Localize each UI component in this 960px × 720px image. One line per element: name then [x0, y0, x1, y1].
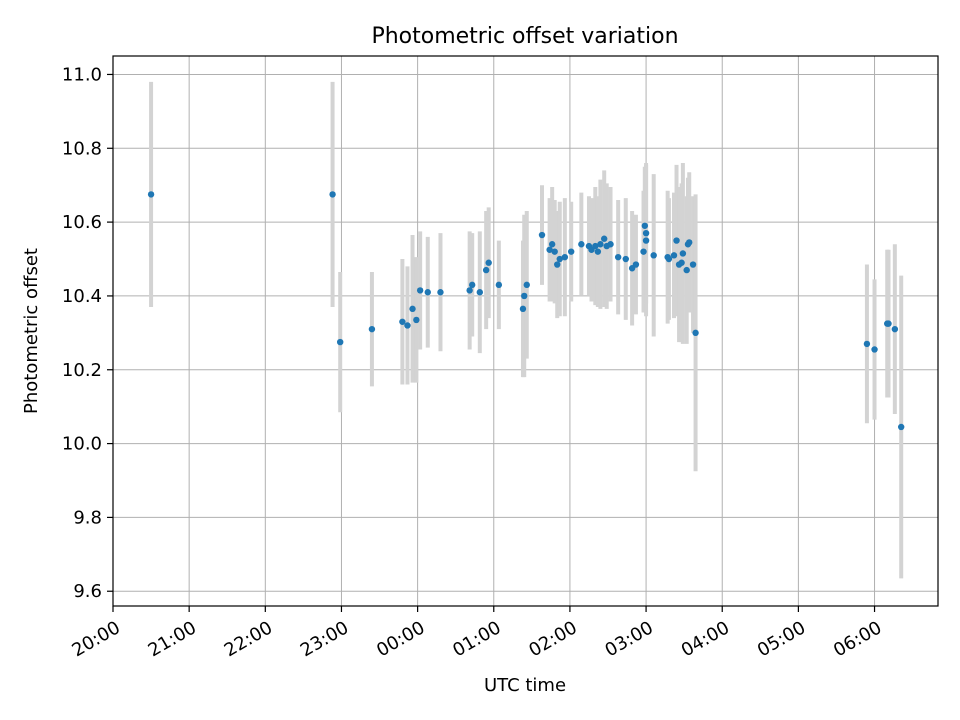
y-tick-label: 10.0 — [62, 434, 102, 455]
data-point — [556, 255, 563, 263]
y-tick-label: 9.8 — [73, 507, 102, 528]
y-tick-label: 9.6 — [73, 581, 102, 602]
data-point — [897, 423, 905, 431]
data-point — [592, 242, 599, 250]
data-point — [594, 248, 602, 255]
grid — [112, 56, 938, 606]
data-point — [567, 248, 575, 255]
data-point — [554, 261, 561, 268]
data-point — [329, 191, 336, 198]
data-point — [670, 252, 678, 259]
data-point — [891, 325, 899, 333]
data-point — [538, 231, 546, 239]
data-point — [546, 246, 553, 253]
data-point — [678, 259, 685, 266]
data-point — [482, 266, 490, 274]
y-tick-label: 10.8 — [62, 138, 102, 159]
data-point — [424, 289, 431, 296]
data-point — [548, 241, 556, 248]
data-point — [622, 255, 629, 263]
data-point — [578, 241, 585, 248]
data-point — [476, 289, 484, 296]
data-point — [466, 287, 473, 294]
data-point — [679, 250, 687, 257]
data-point — [607, 241, 614, 248]
data-point — [614, 253, 622, 261]
data-point — [561, 253, 569, 261]
data-point — [437, 289, 444, 296]
plot-frame — [112, 55, 939, 607]
data-point — [665, 255, 673, 263]
data-point — [641, 222, 649, 229]
x-axis-label: UTC time — [484, 675, 566, 696]
data-point — [495, 281, 503, 289]
y-tick-label: 10.4 — [62, 286, 102, 307]
data-point — [409, 305, 416, 313]
data-point — [600, 235, 608, 242]
data-point — [416, 287, 424, 294]
data-point — [692, 329, 699, 337]
data-point — [650, 252, 657, 259]
data-point — [413, 316, 420, 324]
data-point — [336, 338, 344, 346]
data-point — [673, 237, 680, 244]
data-point — [689, 261, 697, 268]
data-points — [147, 191, 905, 431]
data-point — [519, 305, 527, 313]
data-point — [871, 346, 878, 353]
y-axis-label: Photometric offset — [21, 248, 42, 414]
data-point — [597, 241, 604, 248]
data-point — [640, 248, 647, 255]
y-axis-ticks: 9.6 9.8 10.0 10.2 10.4 10.6 10.8 11.0 — [62, 64, 113, 602]
data-point — [642, 237, 650, 244]
data-point — [523, 281, 530, 289]
data-point — [551, 248, 558, 255]
data-point — [368, 325, 376, 333]
data-point — [642, 229, 650, 237]
data-point — [468, 281, 476, 289]
data-point — [683, 266, 690, 274]
chart-title: Photometric offset variation — [371, 24, 678, 49]
data-point — [404, 322, 411, 329]
data-point — [521, 292, 528, 300]
data-point — [485, 259, 492, 266]
data-point — [632, 261, 640, 268]
y-tick-label: 10.6 — [62, 212, 102, 233]
y-tick-label: 10.2 — [62, 360, 102, 381]
data-point — [885, 320, 892, 327]
data-point — [399, 318, 406, 325]
y-tick-label: 11.0 — [62, 64, 102, 85]
data-point — [147, 191, 155, 198]
data-point — [863, 340, 871, 348]
data-point — [686, 239, 693, 246]
